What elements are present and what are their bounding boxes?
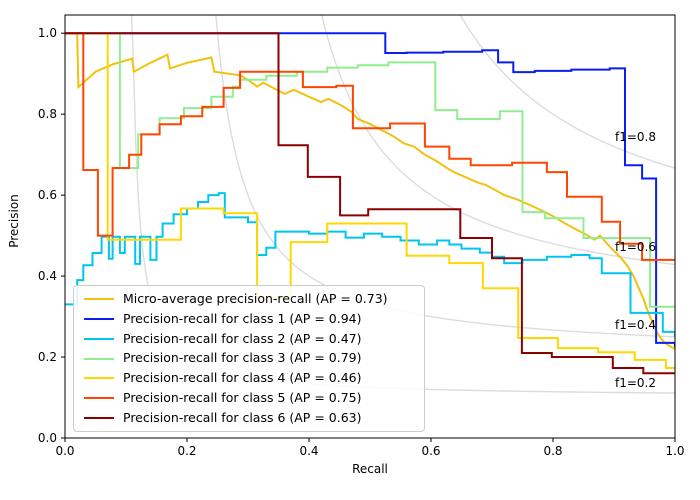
pr-curve-6 [65, 32, 675, 375]
y-tick-label: 0.0 [38, 431, 57, 445]
legend-label: Precision-recall for class 5 (AP = 0.75) [123, 389, 362, 405]
legend-label: Precision-recall for class 3 (AP = 0.79) [123, 350, 362, 366]
pr-curve-0 [65, 32, 675, 350]
y-tick-label: 0.2 [38, 350, 57, 364]
pr-curve-4 [65, 32, 675, 370]
legend-swatch [84, 377, 114, 380]
pr-curve-3 [65, 32, 675, 308]
legend-swatch [84, 416, 114, 419]
y-axis-label: Precision [7, 194, 21, 248]
x-tick-label: 0.2 [177, 444, 196, 458]
pr-curve-1 [65, 32, 675, 347]
y-tick-label: 0.4 [38, 269, 57, 283]
legend-item: Precision-recall for class 1 (AP = 0.94) [84, 310, 414, 326]
legend-item: Precision-recall for class 3 (AP = 0.79) [84, 352, 414, 365]
legend-item: Precision-recall for class 2 (AP = 0.47) [84, 330, 414, 346]
legend-box: Micro-average precision-recall (AP = 0.7… [73, 285, 425, 432]
x-tick-label: 0.4 [299, 444, 318, 458]
pr-curve-5 [65, 32, 675, 261]
x-tick-label: 0.8 [543, 444, 562, 458]
legend-swatch [84, 357, 114, 360]
iso-f1-label: f1=0.4 [615, 317, 656, 332]
legend-label: Precision-recall for class 6 (AP = 0.63) [123, 409, 362, 425]
legend-label: Micro-average precision-recall (AP = 0.7… [123, 291, 388, 306]
iso-f1-label: f1=0.8 [615, 130, 656, 145]
iso-f1-curve [215, 15, 675, 338]
y-tick-label: 0.8 [38, 107, 57, 121]
y-tick-label: 0.6 [38, 188, 57, 202]
legend-label: Precision-recall for class 4 (AP = 0.46) [123, 370, 362, 385]
iso-f1-curve [459, 15, 675, 169]
iso-f1-label: f1=0.2 [615, 376, 656, 391]
legend-swatch [84, 397, 114, 399]
legend-item: Precision-recall for class 5 (AP = 0.75) [84, 389, 414, 405]
iso-f1-curve [320, 15, 675, 266]
legend-item: Precision-recall for class 6 (AP = 0.63) [84, 409, 414, 425]
x-tick-label: 0.0 [55, 444, 74, 458]
x-tick-label: 1.0 [665, 444, 684, 458]
legend-item: Precision-recall for class 4 (AP = 0.46) [84, 370, 414, 385]
legend-swatch [84, 318, 114, 320]
legend-label: Precision-recall for class 2 (AP = 0.47) [123, 330, 362, 346]
legend-swatch [84, 337, 114, 340]
x-axis-label: Recall [352, 462, 388, 476]
iso-f1-label: f1=0.6 [615, 239, 656, 254]
axes-spines [64, 14, 676, 439]
legend-item: Micro-average precision-recall (AP = 0.7… [84, 291, 414, 306]
x-tick-label: 0.6 [421, 444, 440, 458]
legend-label: Precision-recall for class 1 (AP = 0.94) [123, 310, 362, 326]
legend-swatch [84, 298, 114, 301]
y-tick-label: 1.0 [38, 26, 57, 40]
